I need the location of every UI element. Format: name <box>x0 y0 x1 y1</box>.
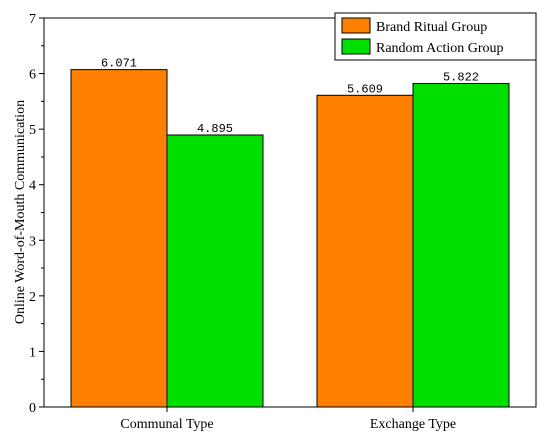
bar-random-action-group-communal-type <box>166 134 264 408</box>
y-tick-label-5: 5 <box>29 123 36 138</box>
y-tick-label-4: 4 <box>29 179 36 194</box>
legend-swatch-random-action <box>341 38 371 55</box>
data-label-brand-ritual-group-exchange-type: 5.609 <box>347 82 383 96</box>
x-axis-ticks: Communal Type Exchange Type <box>120 407 456 432</box>
y-tick-label-7: 7 <box>29 12 36 27</box>
data-label-random-action-group-communal-type: 4.895 <box>197 122 233 136</box>
legend-swatch-brand-ritual <box>341 17 371 34</box>
legend-label-random-action: Random Action Group <box>376 41 504 56</box>
data-label-random-action-group-exchange-type: 5.822 <box>443 70 479 84</box>
y-tick-label-0: 0 <box>29 401 36 416</box>
y-axis-ticks: 0 1 2 3 4 5 6 7 <box>29 12 44 416</box>
y-tick-label-3: 3 <box>29 234 36 249</box>
legend-label-brand-ritual: Brand Ritual Group <box>376 20 487 35</box>
x-tick-label-communal-type: Communal Type <box>120 417 213 432</box>
y-tick-label-2: 2 <box>29 290 36 305</box>
data-label-brand-ritual-group-communal-type: 6.071 <box>101 57 137 71</box>
y-tick-label-1: 1 <box>29 345 36 360</box>
bars-layer <box>70 69 510 408</box>
bar-brand-ritual-group-communal-type <box>70 69 168 408</box>
data-labels-layer: 6.071 4.895 5.609 5.822 <box>101 57 479 136</box>
bar-random-action-group-exchange-type <box>412 82 510 408</box>
y-axis-title: Online Word-of-Mouth Communication <box>13 100 28 324</box>
legend: Brand Ritual Group Random Action Group <box>334 12 537 61</box>
x-tick-label-exchange-type: Exchange Type <box>370 417 456 432</box>
y-tick-label-6: 6 <box>29 68 36 83</box>
bar-brand-ritual-group-exchange-type <box>316 94 414 408</box>
